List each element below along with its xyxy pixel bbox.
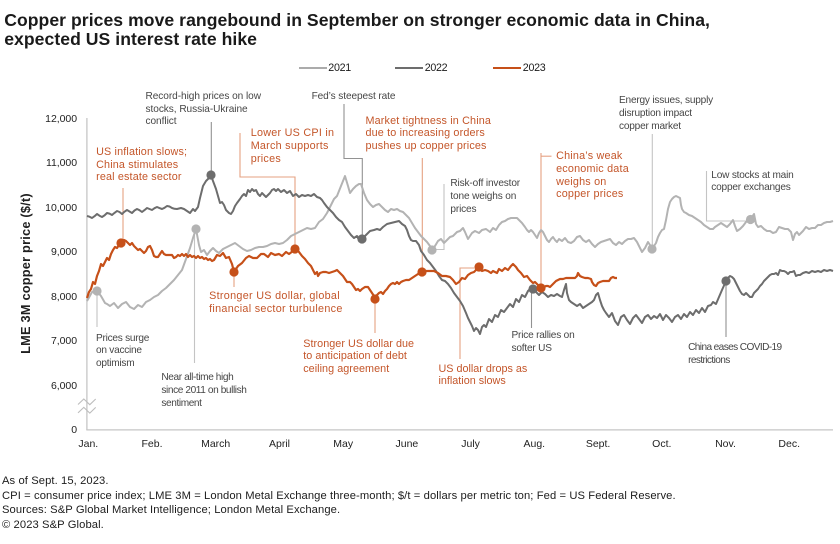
svg-text:LME 3M copper price ($/t): LME 3M copper price ($/t) <box>18 193 33 354</box>
